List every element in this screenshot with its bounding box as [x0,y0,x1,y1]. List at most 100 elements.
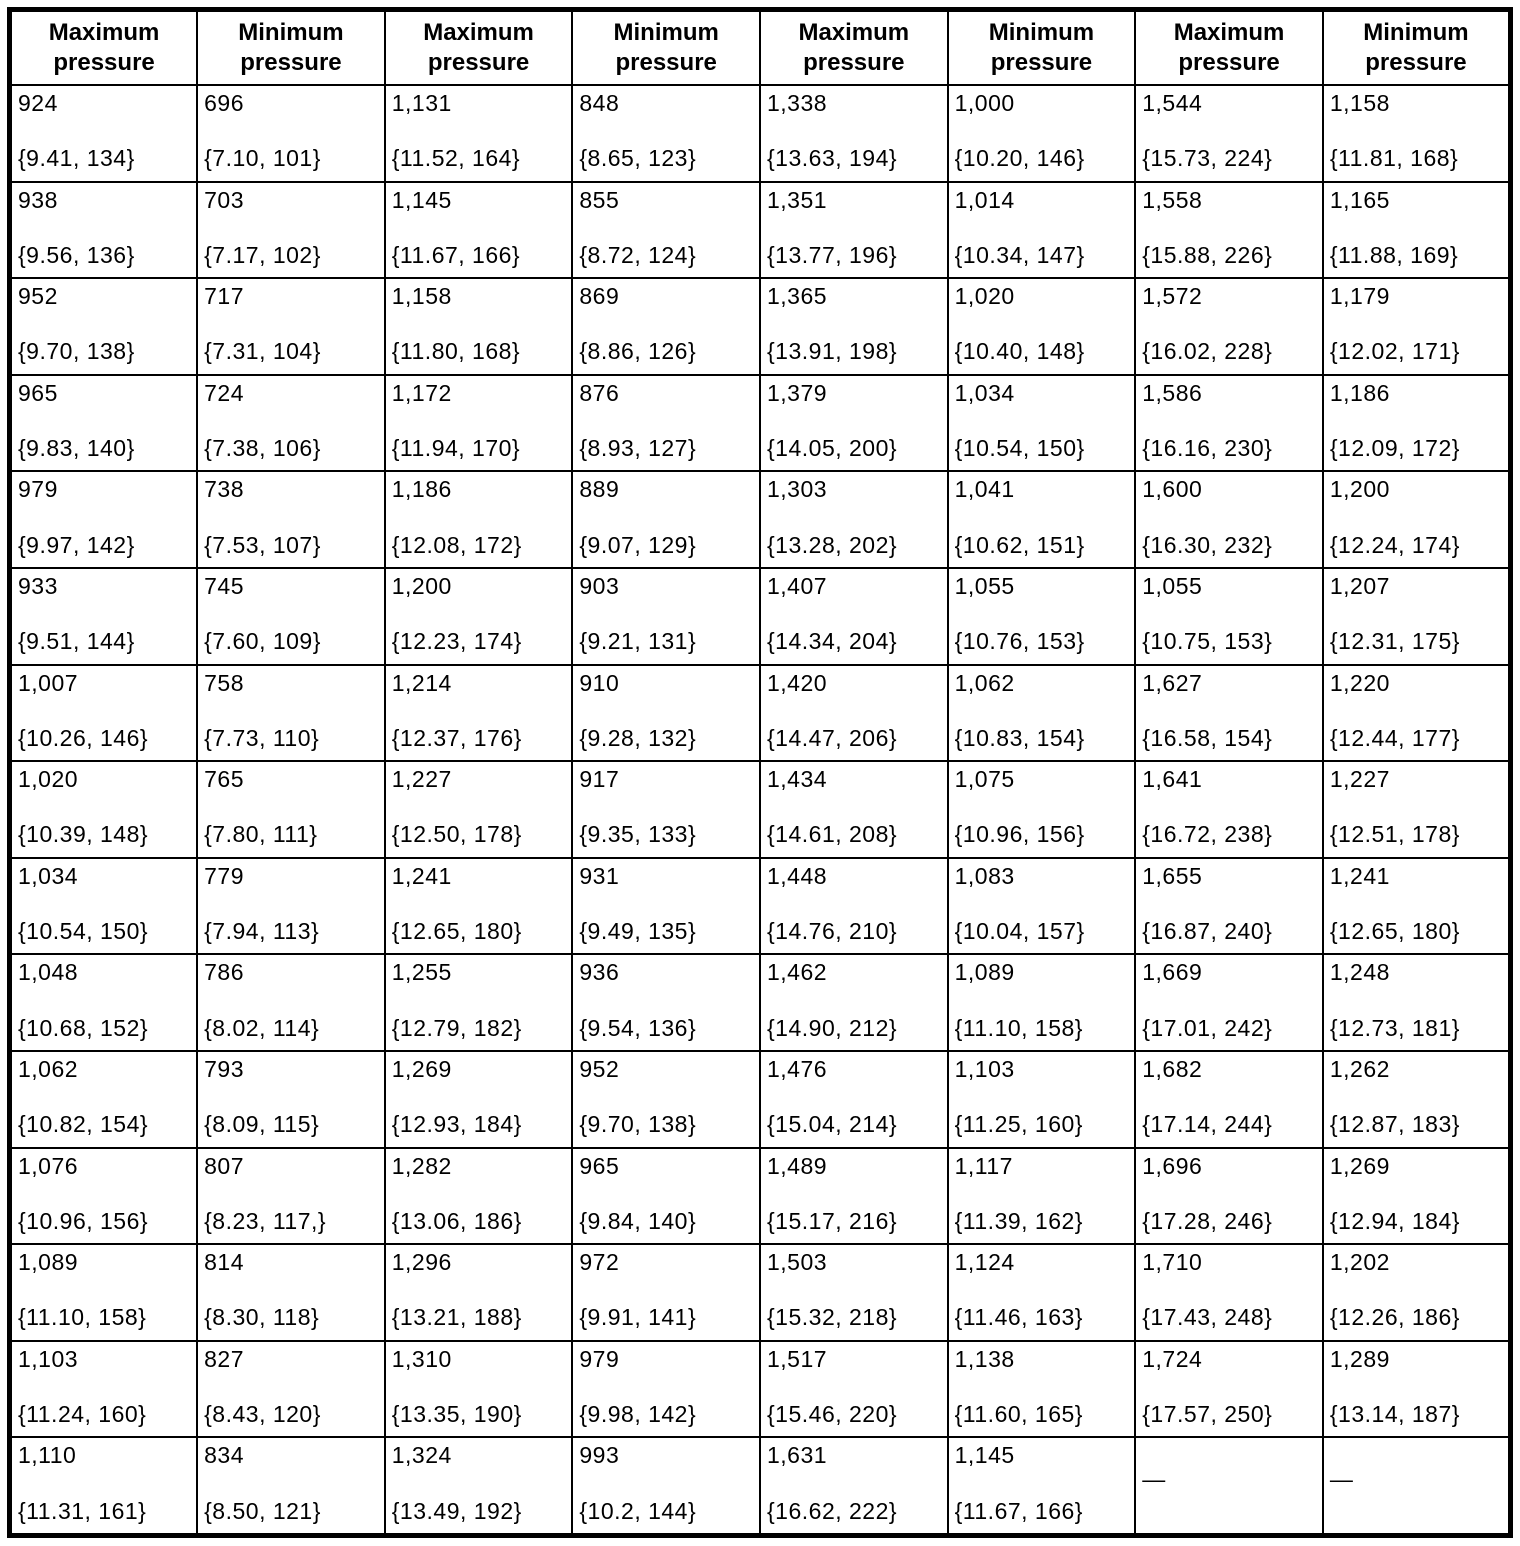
pressure-range: {13.28, 202} [767,531,898,558]
pressure-value: 1,048 [18,959,79,986]
pressure-range: {10.96, 156} [954,821,1085,848]
pressure-value: 1,248 [1329,959,1390,986]
pressure-cell-content: 1,055 {10.75, 153} [1137,570,1321,663]
pressure-range: {15.73, 224} [1142,145,1273,172]
maximum-pressure-cell: 1,710 {17.43, 248} [1134,1243,1324,1342]
table-row: 1,020 {10.39, 148} 765 {7.80, 111} 1,227 {12.… [8,760,1512,859]
maximum-pressure-cell: 1,296 {13.21, 188} [383,1243,574,1342]
column-header-minimum-pressure: Minimum pressure [571,8,761,86]
pressure-range: {12.02, 171} [1329,338,1460,365]
minimum-pressure-cell: 786 {8.02, 114} [196,953,386,1052]
pressure-range: {17.14, 244} [1142,1111,1273,1138]
maximum-pressure-cell: 1,338 {13.63, 194} [759,84,949,183]
minimum-pressure-cell: 1,041 {10.62, 151} [946,470,1137,569]
minimum-pressure-cell: 1,062 {10.83, 154} [946,663,1137,763]
pressure-cell-content: 1,558 {15.88, 226} [1137,184,1321,277]
maximum-pressure-cell: — [1134,1436,1324,1537]
pressure-value: 1,682 [1142,1055,1203,1082]
pressure-value: 876 [579,379,620,406]
minimum-pressure-cell: 979 {9.98, 142} [571,1339,761,1439]
pressure-range: {9.97, 142} [18,531,135,558]
pressure-value: 1,145 [954,1442,1015,1469]
minimum-pressure-cell: 1,289 {13.14, 187} [1321,1339,1512,1439]
pressure-range: {14.34, 204} [767,628,898,655]
pressure-cell-content: 876 {8.93, 127} [574,377,758,470]
minimum-pressure-cell: 1,207 {12.31, 175} [1321,566,1512,666]
pressure-value: 1,158 [1329,90,1390,116]
pressure-value: 807 [204,1152,244,1179]
column-header-maximum-pressure: Maximum pressure [8,8,199,86]
pressure-cell-content: 1,303 {13.28, 202} [762,473,946,566]
pressure-value: 889 [579,476,620,503]
pressure-value: 1,103 [18,1345,79,1372]
minimum-pressure-cell: 936 {9.54, 136} [571,953,761,1052]
pressure-range: {10.68, 152} [18,1014,149,1041]
pressure-cell-content: 917 {9.35, 133} [574,763,758,856]
pressure-range: {12.51, 178} [1329,821,1460,848]
maximum-pressure-cell: 1,062 {10.82, 154} [8,1049,199,1149]
pressure-range: {15.32, 218} [767,1304,898,1331]
pressure-range: {13.06, 186} [391,1207,522,1234]
pressure-value: 745 [204,572,244,599]
pressure-value: 1,062 [954,669,1015,696]
minimum-pressure-cell: 1,202 {12.26, 186} [1321,1243,1512,1342]
pressure-table: Maximum pressure Minimum pressure Maximu… [7,7,1513,1538]
pressure-range: {11.31, 161} [18,1497,147,1524]
maximum-pressure-cell: 1,055 {10.75, 153} [1134,566,1324,666]
minimum-pressure-cell: 848 {8.65, 123} [571,84,761,183]
pressure-value: 1,110 [18,1442,77,1469]
maximum-pressure-cell: 1,227 {12.50, 178} [383,760,574,859]
pressure-cell-content: 938 {9.56, 136} [12,184,195,277]
pressure-cell-content: 1,289 {13.14, 187} [1325,1343,1508,1436]
pressure-value: 869 [579,283,620,310]
pressure-range: {12.50, 178} [391,821,522,848]
pressure-range: {9.54, 136} [579,1014,697,1041]
pressure-cell-content: 1,227 {12.51, 178} [1325,763,1508,856]
pressure-value: 1,434 [767,766,828,793]
pressure-range: {11.67, 166} [954,1497,1083,1524]
pressure-cell-content: 1,269 {12.93, 184} [387,1053,571,1146]
maximum-pressure-cell: 938 {9.56, 136} [8,180,199,280]
minimum-pressure-cell: 1,248 {12.73, 181} [1321,953,1512,1052]
minimum-pressure-cell: 889 {9.07, 129} [571,470,761,569]
pressure-range: {11.39, 162} [954,1207,1083,1234]
pressure-range: {8.50, 121} [204,1497,321,1524]
pressure-value: 952 [579,1055,620,1082]
table-row: 1,089 {11.10, 158} 814 {8.30, 118} 1,296 {13.… [8,1243,1512,1342]
pressure-cell-content: — [1325,1439,1508,1533]
pressure-value: 1,034 [954,379,1015,406]
pressure-range: {10.75, 153} [1142,628,1273,655]
pressure-cell-content: 1,655 {16.87, 240} [1137,860,1321,953]
pressure-cell-content: 1,117 {11.39, 162} [950,1150,1134,1243]
pressure-value: 936 [579,959,620,986]
pressure-range: {16.87, 240} [1142,918,1273,945]
pressure-range: {13.63, 194} [767,145,898,172]
pressure-range: {9.83, 140} [18,435,135,462]
pressure-cell-content: 1,255 {12.79, 182} [387,956,571,1049]
pressure-value: 1,710 [1142,1249,1203,1276]
minimum-pressure-cell: 910 {9.28, 132} [571,663,761,763]
pressure-cell-content: 910 {9.28, 132} [574,667,758,760]
pressure-cell-content: 1,055 {10.76, 153} [950,570,1134,663]
minimum-pressure-cell: 855 {8.72, 124} [571,180,761,280]
pressure-cell-content: 758 {7.73, 110} [199,667,383,760]
pressure-range: {7.73, 110} [204,724,320,751]
pressure-cell-content: 1,434 {14.61, 208} [762,763,946,856]
table-row: 979 {9.97, 142} 738 {7.53, 107} 1,186 {12.08,… [8,470,1512,569]
pressure-range: {10.54, 150} [18,918,149,945]
pressure-cell-content: 1,103 {11.24, 160} [12,1343,195,1436]
pressure-cell-content: 1,220 {12.44, 177} [1325,667,1508,760]
pressure-value: 1,055 [954,572,1015,599]
pressure-cell-content: 1,641 {16.72, 238} [1137,763,1321,856]
pressure-value: 1,310 [391,1345,452,1372]
pressure-cell-content: 1,241 {12.65, 180} [387,860,571,953]
minimum-pressure-cell: 779 {7.94, 113} [196,856,386,956]
pressure-value: 1,448 [767,862,828,889]
pressure-value: 1,241 [391,862,452,889]
pressure-range: {10.34, 147} [954,241,1085,268]
minimum-pressure-cell: 876 {8.93, 127} [571,373,761,473]
pressure-value: 1,202 [1329,1249,1390,1276]
pressure-value: 1,014 [954,186,1015,213]
minimum-pressure-cell: 1,165 {11.88, 169} [1321,180,1512,280]
